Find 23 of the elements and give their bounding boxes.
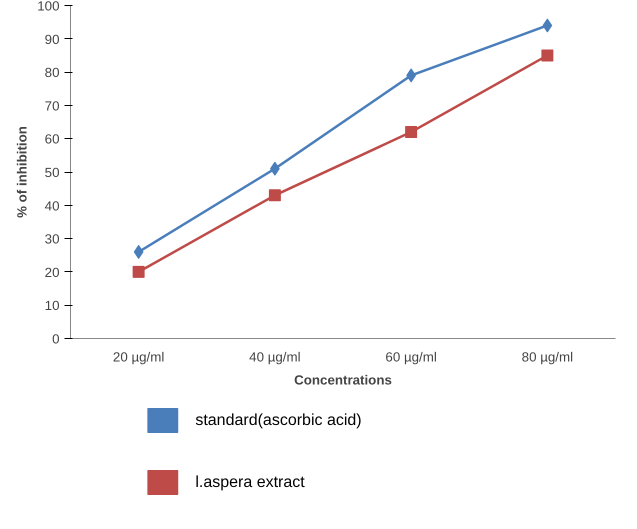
y-tick-label: 10	[44, 298, 60, 314]
x-axis-title: Concentrations	[294, 372, 392, 388]
y-tick-label: 70	[44, 98, 60, 114]
legend-label: l.aspera extract	[195, 474, 306, 491]
y-tick-label: 30	[44, 232, 60, 247]
y-tick-label: 0	[52, 332, 60, 346]
point	[132, 266, 145, 278]
legend-label: standard(ascorbic acid)	[195, 412, 362, 429]
x-tick-label: 40 µg/ml	[249, 350, 301, 364]
y-tick-label: 90	[44, 32, 60, 47]
y-tick-label: 80	[44, 65, 60, 80]
y-tick-label: 50	[44, 165, 60, 180]
y-tick-label: 40	[44, 198, 60, 214]
point	[268, 189, 281, 202]
y-tick-label: 100	[37, 0, 60, 14]
x-tick-label: 80 µg/ml	[522, 350, 574, 364]
y-tick-label: 20	[44, 264, 60, 280]
y-axis-title: % of inhibition	[14, 126, 30, 218]
y-tick-label: 60	[44, 132, 60, 147]
x-tick-label: 20 µg/ml	[112, 350, 164, 364]
x-tick-label: 60 µg/ml	[385, 350, 437, 364]
point	[541, 49, 554, 62]
point	[405, 126, 418, 138]
